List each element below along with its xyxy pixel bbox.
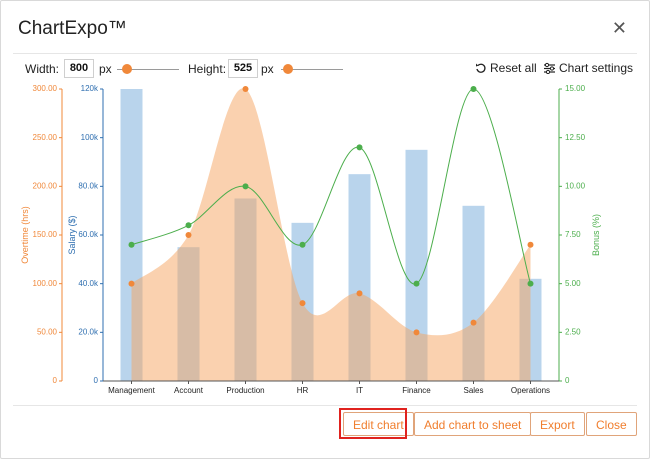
height-unit: px — [261, 62, 274, 76]
height-slider-track[interactable] — [281, 69, 343, 70]
category-label: Sales — [463, 386, 483, 395]
salary-tick-label: 40.0k — [78, 279, 99, 288]
bonus-point — [356, 144, 363, 151]
overtime-point — [527, 241, 534, 248]
reset-all-label: Reset all — [490, 61, 537, 75]
category-label: HR — [297, 386, 309, 395]
bonus-axis-title: Bonus (%) — [591, 214, 601, 256]
overtime-tick-label: 200.00 — [33, 181, 58, 190]
overtime-tick-label: 0 — [53, 376, 58, 385]
bonus-point — [527, 280, 534, 287]
category-label: Finance — [402, 386, 431, 395]
salary-tick-label: 100k — [81, 133, 99, 142]
salary-tick-label: 20.0k — [78, 327, 99, 336]
width-slider-track[interactable] — [117, 69, 179, 70]
chart-settings-button[interactable]: Chart settings — [543, 61, 633, 75]
salary-bar — [405, 149, 428, 381]
footer-divider — [13, 405, 637, 406]
height-input[interactable]: 525 — [228, 59, 258, 78]
overtime-area — [131, 88, 531, 382]
overtime-point — [242, 86, 249, 92]
category-label: Account — [174, 386, 204, 395]
bonus-point — [470, 86, 477, 92]
category-label: Management — [108, 386, 155, 395]
combo-chart: 0 50.00 100.00 150.00 200.00 250.00 300.00 0 20.… — [20, 84, 601, 395]
category-label: Production — [226, 386, 264, 395]
overtime-tick-label: 100.00 — [33, 279, 58, 288]
reset-icon — [476, 63, 486, 73]
sliders-icon — [544, 62, 555, 75]
salary-axis-title: Salary ($) — [67, 215, 77, 254]
overtime-tick-label: 150.00 — [33, 230, 58, 239]
overtime-point — [470, 319, 477, 326]
bonus-tick-label: 7.50 — [565, 230, 581, 239]
width-label: Width: — [25, 62, 60, 76]
overtime-tick-label: 250.00 — [33, 133, 58, 142]
close-button[interactable]: Close — [586, 412, 637, 436]
close-icon[interactable]: ✕ — [611, 18, 627, 38]
bonus-point — [128, 241, 135, 248]
bonus-point — [242, 183, 249, 190]
bonus-tick-label: 10.00 — [565, 181, 586, 190]
bonus-point — [299, 241, 306, 248]
width-slider-knob[interactable] — [122, 64, 132, 74]
overtime-point — [128, 280, 135, 287]
bonus-point — [185, 222, 192, 229]
chart-area: 0 50.00 100.00 150.00 200.00 250.00 300.00 0 20.… — [1, 81, 650, 403]
category-label: IT — [356, 386, 363, 395]
bonus-tick-label: 2.50 — [565, 327, 581, 336]
overtime-point — [185, 232, 192, 238]
bonus-tick-label: 5.00 — [565, 279, 581, 288]
size-toolbar: Width: 800 px Height: 525 px Reset all C… — [1, 59, 650, 81]
dialog-title: ChartExpo™ — [18, 18, 127, 39]
title-divider — [13, 53, 637, 54]
salary-tick-label: 80.0k — [78, 181, 99, 190]
overtime-tick-label: 300.00 — [33, 84, 58, 93]
overtime-point — [413, 329, 420, 336]
bonus-point — [413, 280, 420, 287]
bonus-tick-label: 12.50 — [565, 133, 586, 142]
add-chart-to-sheet-button[interactable]: Add chart to sheet — [414, 412, 532, 436]
height-label: Height: — [188, 62, 227, 76]
width-input[interactable]: 800 — [64, 59, 94, 78]
height-slider-knob[interactable] — [283, 64, 293, 74]
salary-tick-label: 120k — [81, 84, 99, 93]
overtime-point — [356, 290, 363, 297]
overtime-axis-title: Overtime (hrs) — [20, 206, 30, 264]
overtime-point — [299, 300, 306, 307]
export-button[interactable]: Export — [530, 412, 585, 436]
width-unit: px — [99, 62, 112, 76]
reset-all-button[interactable]: Reset all — [475, 61, 537, 75]
salary-tick-label: 0 — [94, 376, 99, 385]
salary-tick-label: 60.0k — [78, 230, 99, 239]
edit-chart-button[interactable]: Edit chart — [343, 412, 414, 436]
bonus-tick-label: 0 — [565, 376, 570, 385]
overtime-tick-label: 50.00 — [37, 327, 58, 336]
chart-settings-label: Chart settings — [559, 61, 634, 75]
category-label: Operations — [511, 386, 550, 395]
bonus-tick-label: 15.00 — [565, 84, 586, 93]
edit-chart-highlight — [339, 408, 407, 439]
